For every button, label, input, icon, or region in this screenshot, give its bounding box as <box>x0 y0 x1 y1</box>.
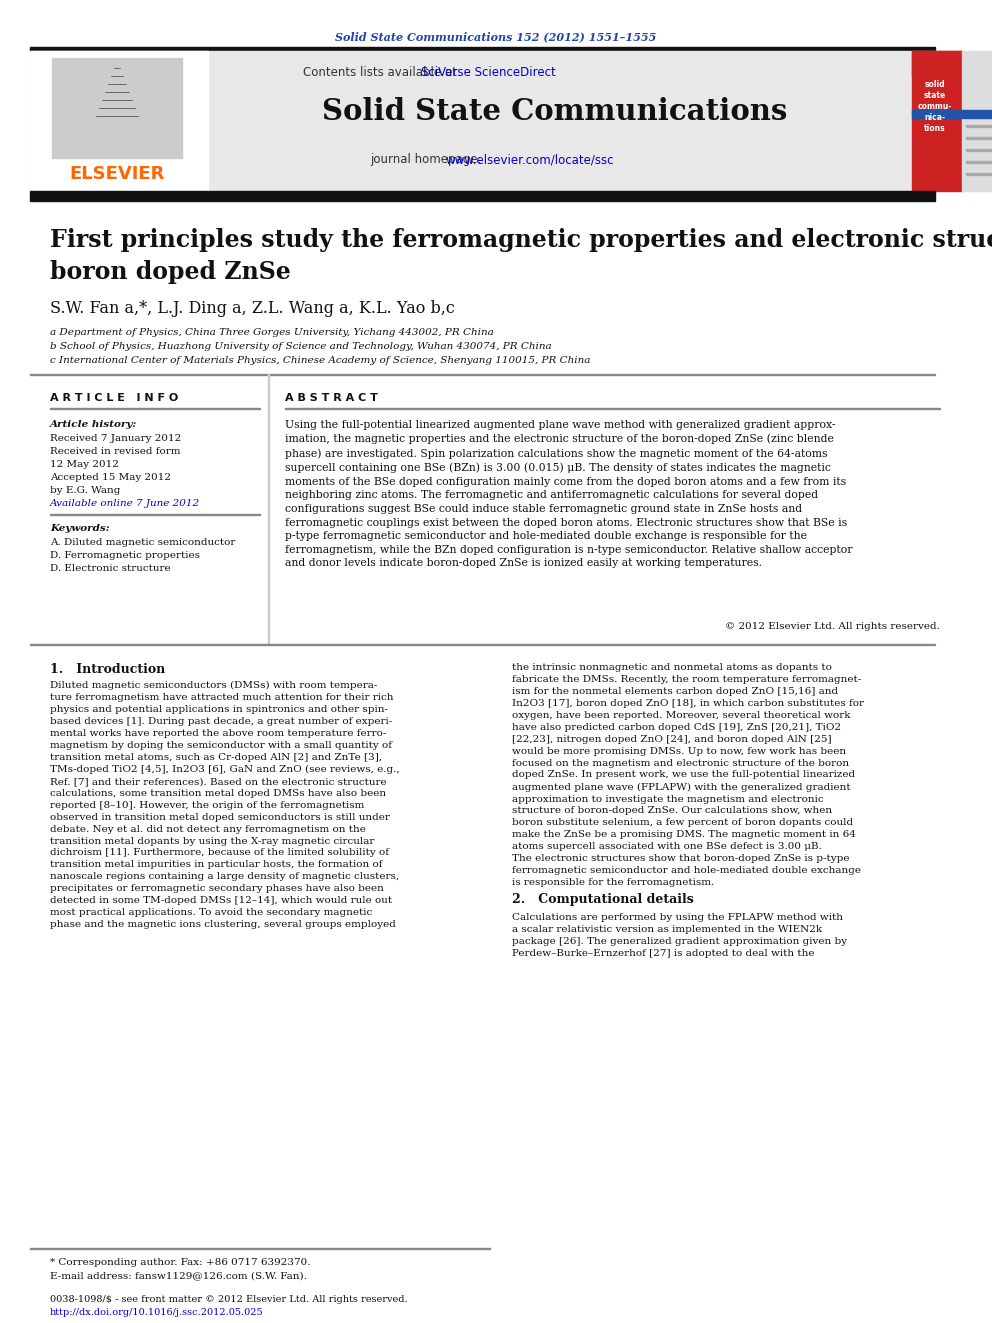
Text: D. Electronic structure: D. Electronic structure <box>50 564 171 573</box>
Text: E-mail address: fansw1129@126.com (S.W. Fan).: E-mail address: fansw1129@126.com (S.W. … <box>50 1271 307 1279</box>
Text: a Department of Physics, China Three Gorges University, Yichang 443002, PR China: a Department of Physics, China Three Gor… <box>50 328 494 337</box>
Text: D. Ferromagnetic properties: D. Ferromagnetic properties <box>50 550 200 560</box>
Text: by E.G. Wang: by E.G. Wang <box>50 486 120 495</box>
Text: Available online 7 June 2012: Available online 7 June 2012 <box>50 499 200 508</box>
Text: Solid State Communications 152 (2012) 1551–1555: Solid State Communications 152 (2012) 15… <box>335 32 657 42</box>
Text: 2.   Computational details: 2. Computational details <box>512 893 693 906</box>
Bar <box>966 149 992 151</box>
Text: b School of Physics, Huazhong University of Science and Technology, Wuhan 430074: b School of Physics, Huazhong University… <box>50 343 552 351</box>
Text: Solid State Communications: Solid State Communications <box>322 98 788 127</box>
Text: Article history:: Article history: <box>50 419 137 429</box>
Text: Received 7 January 2012: Received 7 January 2012 <box>50 434 182 443</box>
Text: ELSEVIER: ELSEVIER <box>69 165 165 183</box>
Bar <box>30 191 935 201</box>
Text: Contents lists available at: Contents lists available at <box>303 66 460 78</box>
Bar <box>966 173 992 175</box>
Text: www.elsevier.com/locate/ssc: www.elsevier.com/locate/ssc <box>445 153 614 167</box>
Text: http://dx.doi.org/10.1016/j.ssc.2012.05.025: http://dx.doi.org/10.1016/j.ssc.2012.05.… <box>50 1308 264 1316</box>
Text: Using the full-potential linearized augmented plane wave method with generalized: Using the full-potential linearized augm… <box>285 419 852 569</box>
Text: Diluted magnetic semiconductors (DMSs) with room tempera-
ture ferromagnetism ha: Diluted magnetic semiconductors (DMSs) w… <box>50 681 400 929</box>
Text: the intrinsic nonmagnetic and nonmetal atoms as dopants to
fabricate the DMSs. R: the intrinsic nonmagnetic and nonmetal a… <box>512 663 864 888</box>
Text: Keywords:: Keywords: <box>50 524 110 533</box>
Bar <box>912 52 962 75</box>
Text: Received in revised form: Received in revised form <box>50 447 181 456</box>
Text: c International Center of Materials Physics, Chinese Academy of Science, Shenyan: c International Center of Materials Phys… <box>50 356 590 365</box>
Text: © 2012 Elsevier Ltd. All rights reserved.: © 2012 Elsevier Ltd. All rights reserved… <box>725 622 940 631</box>
Text: Accepted 15 May 2012: Accepted 15 May 2012 <box>50 474 171 482</box>
Bar <box>30 52 935 191</box>
Bar <box>966 161 992 163</box>
Text: * Corresponding author. Fax: +86 0717 6392370.: * Corresponding author. Fax: +86 0717 63… <box>50 1258 310 1267</box>
Bar <box>962 52 992 191</box>
Bar <box>912 52 962 191</box>
Text: A R T I C L E   I N F O: A R T I C L E I N F O <box>50 393 179 404</box>
Text: SciVerse ScienceDirect: SciVerse ScienceDirect <box>421 66 556 78</box>
Text: First principles study the ferromagnetic properties and electronic structure of
: First principles study the ferromagnetic… <box>50 228 992 283</box>
Bar <box>30 48 935 52</box>
Bar <box>966 138 992 139</box>
Bar <box>52 58 182 157</box>
Text: journal homepage:: journal homepage: <box>370 153 485 167</box>
Text: solid
state
commu-
nica-
tions: solid state commu- nica- tions <box>918 79 952 134</box>
Bar <box>912 110 992 118</box>
Text: 0038-1098/$ - see front matter © 2012 Elsevier Ltd. All rights reserved.: 0038-1098/$ - see front matter © 2012 El… <box>50 1295 408 1304</box>
Text: 1.   Introduction: 1. Introduction <box>50 663 166 676</box>
Text: A. Diluted magnetic semiconductor: A. Diluted magnetic semiconductor <box>50 538 235 546</box>
Text: 12 May 2012: 12 May 2012 <box>50 460 119 468</box>
Text: Calculations are performed by using the FPLAPW method with
a scalar relativistic: Calculations are performed by using the … <box>512 913 847 958</box>
Text: S.W. Fan a,*, L.J. Ding a, Z.L. Wang a, K.L. Yao b,c: S.W. Fan a,*, L.J. Ding a, Z.L. Wang a, … <box>50 300 455 318</box>
Bar <box>30 52 208 191</box>
Bar <box>966 124 992 127</box>
Text: A B S T R A C T: A B S T R A C T <box>285 393 378 404</box>
